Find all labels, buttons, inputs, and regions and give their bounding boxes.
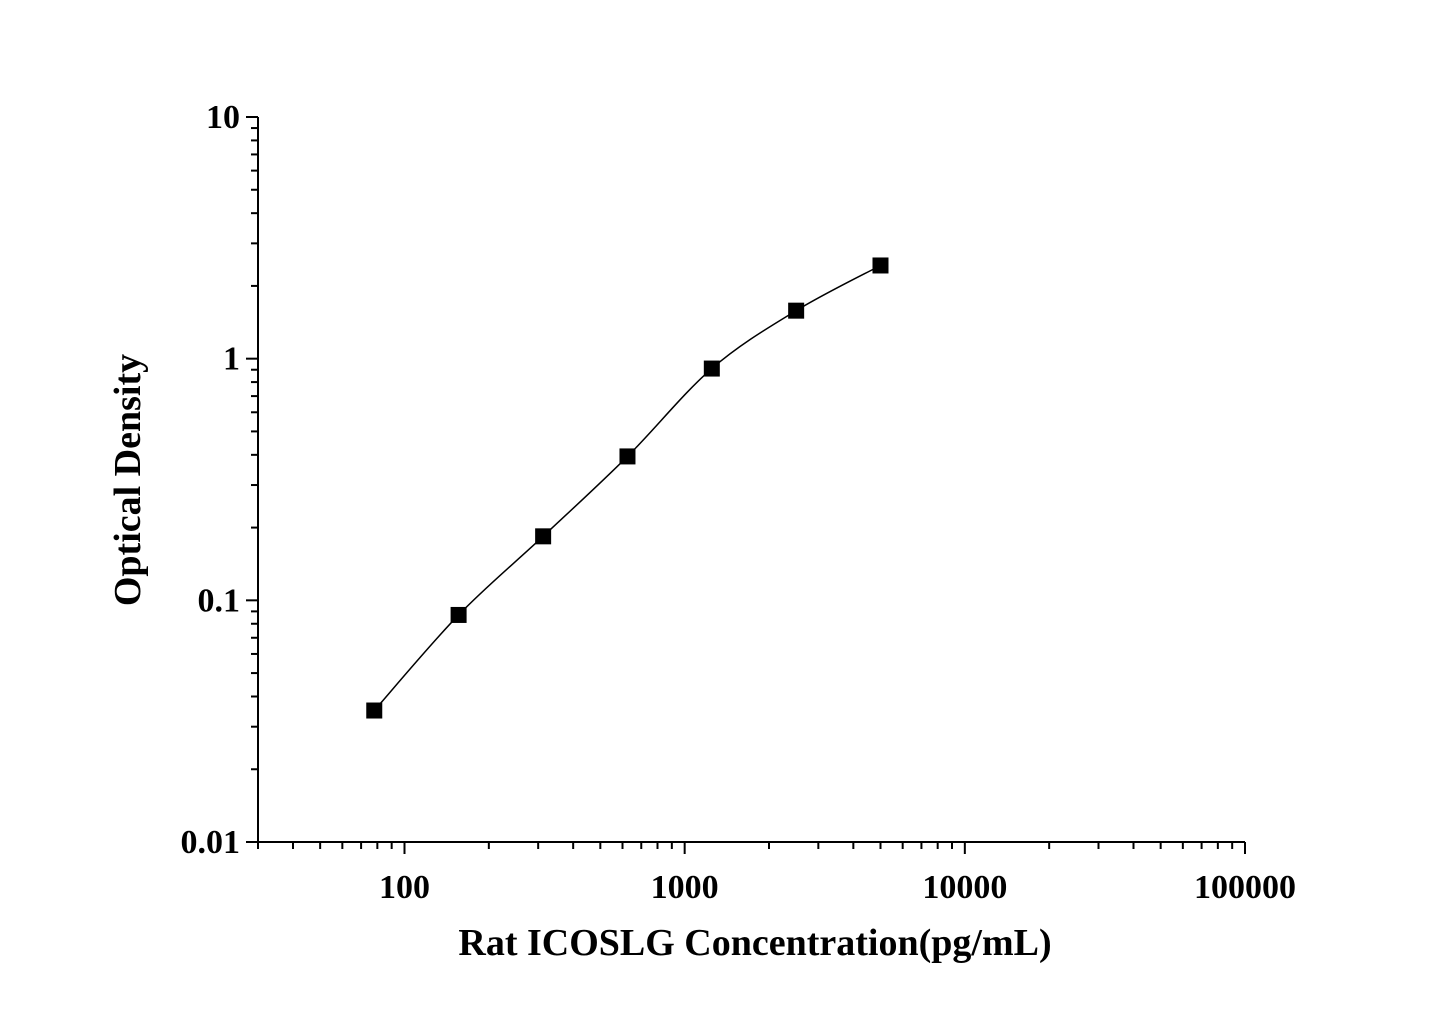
data-point <box>366 702 383 719</box>
data-point <box>535 528 552 545</box>
data-point <box>788 302 805 319</box>
data-point <box>703 360 720 377</box>
axes <box>257 117 1245 843</box>
x-axis-title: Rat ICOSLG Concentration(pg/mL) <box>458 922 1051 964</box>
y-tick-label: 0.01 <box>181 824 241 861</box>
y-tick-label: 10 <box>206 99 240 136</box>
y-axis-title: Optical Density <box>107 354 149 606</box>
x-tick-label: 10000 <box>922 869 1007 906</box>
series-line <box>373 264 881 712</box>
x-tick-label: 1000 <box>651 869 719 906</box>
fit-curve <box>373 264 881 712</box>
x-tick-label: 100000 <box>1194 869 1296 906</box>
ticks: 0.01 0.1 1 10 100 1000 10000 100000 <box>181 99 1297 906</box>
data-points <box>366 257 889 719</box>
y-tick-label: 1 <box>223 341 240 378</box>
y-tick-label: 0.1 <box>198 582 241 619</box>
data-point <box>450 606 467 623</box>
x-tick-label: 100 <box>379 869 430 906</box>
data-point <box>872 257 889 274</box>
data-point <box>619 448 636 465</box>
